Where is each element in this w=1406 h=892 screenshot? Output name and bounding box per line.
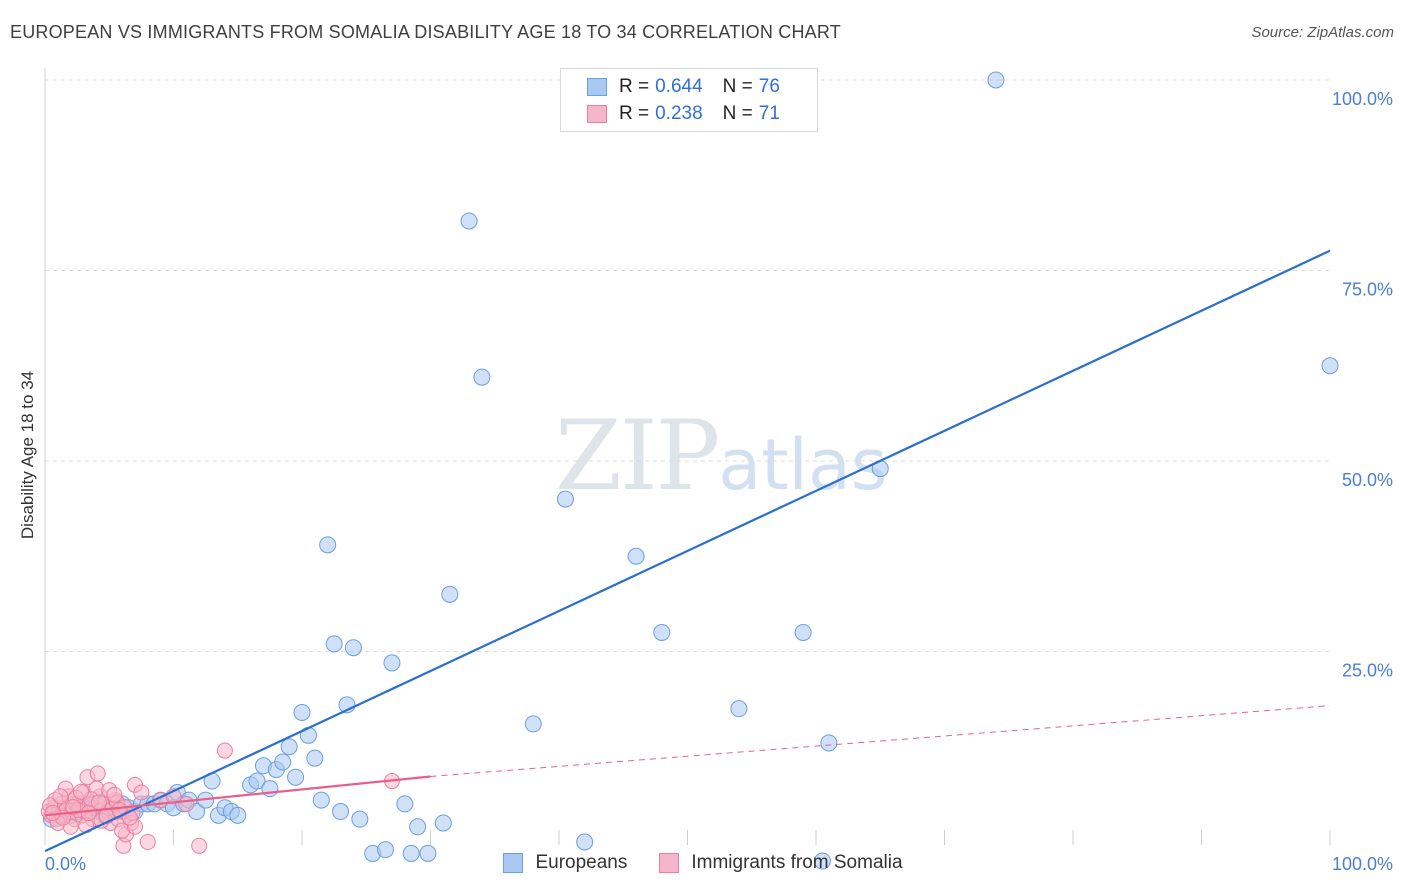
europeans-point: [820, 734, 838, 752]
somalia-point: [133, 784, 150, 801]
watermark-zip: ZIP: [555, 400, 720, 512]
somalia-trend-line-solid: [44, 775, 431, 817]
y-tick-label: 25.0%: [1342, 661, 1393, 681]
europeans-point: [813, 852, 831, 870]
europeans-point: [377, 841, 395, 859]
europeans-point: [274, 753, 292, 771]
grid-lines: [44, 68, 1331, 845]
legend-swatch-pink: [587, 105, 607, 123]
bottom-legend-somalia: Immigrants from Somalia: [659, 852, 903, 874]
europeans-point: [409, 818, 427, 836]
legend-r-value: 0.238: [655, 103, 703, 124]
europeans-point: [396, 795, 414, 813]
europeans-point: [627, 547, 645, 565]
x-tick-label: 100.0%: [1332, 854, 1393, 874]
europeans-point: [576, 833, 594, 851]
watermark: ZIPatlas: [555, 400, 887, 512]
europeans-point: [1321, 357, 1339, 375]
europeans-point: [351, 810, 369, 828]
europeans-point: [524, 715, 542, 733]
somalia-point: [72, 783, 89, 800]
bottom-legend: Europeans Immigrants from Somalia: [0, 852, 1406, 874]
chart-title: EUROPEAN VS IMMIGRANTS FROM SOMALIA DISA…: [10, 22, 841, 42]
legend-box: R = 0.644 N = 76 R = 0.238 N = 71: [560, 68, 818, 132]
bottom-legend-swatch-pink: [659, 853, 680, 873]
somalia-point: [191, 837, 208, 854]
somalia-point: [65, 798, 82, 815]
x-tick-label: 0.0%: [45, 854, 86, 874]
europeans-point: [556, 490, 574, 508]
somalia-point: [139, 834, 156, 850]
somalia-point: [89, 765, 106, 782]
legend-swatch-blue: [587, 78, 607, 96]
europeans-point: [419, 844, 437, 862]
europeans-point: [293, 703, 311, 721]
y-tick-label: 75.0%: [1342, 280, 1393, 300]
europeans-point: [441, 585, 459, 603]
legend-r-label: R =: [619, 76, 650, 97]
somalia-point: [80, 805, 97, 822]
trend-lines: [44, 249, 1331, 853]
legend-row-europeans: R = 0.644 N = 76: [587, 75, 780, 99]
y-tick-label: 50.0%: [1342, 470, 1393, 490]
watermark-atlas: atlas: [718, 424, 888, 506]
somalia-trend-line-dashed: [430, 705, 1331, 777]
europeans-point: [344, 639, 362, 657]
legend-r-value: 0.644: [655, 76, 703, 97]
europeans-points: [42, 71, 1339, 870]
europeans-point: [730, 700, 748, 718]
europeans-point: [434, 814, 452, 832]
legend-n-value: 76: [758, 76, 780, 97]
europeans-point: [460, 212, 478, 230]
europeans-point: [653, 623, 671, 641]
bottom-legend-swatch-blue: [503, 853, 524, 873]
europeans-point: [280, 738, 298, 756]
bottom-legend-label: Immigrants from Somalia: [691, 852, 903, 873]
europeans-point: [325, 635, 343, 653]
legend-n-value: 71: [758, 103, 780, 124]
legend-n-label: N =: [722, 76, 753, 97]
somalia-point: [52, 788, 69, 805]
somalia-point: [178, 795, 195, 812]
x-tick-labels: 0.0% 100.0%: [45, 854, 1393, 874]
somalia-point: [216, 742, 233, 759]
europeans-point: [229, 806, 247, 824]
y-tick-label: 100.0%: [1332, 89, 1393, 109]
bottom-legend-label: Europeans: [535, 852, 628, 873]
europeans-trend-line: [44, 249, 1331, 853]
europeans-point: [332, 803, 350, 821]
europeans-point: [248, 772, 266, 790]
source-label: Source: ZipAtlas.com: [1251, 24, 1394, 41]
europeans-point: [402, 844, 420, 862]
legend-r-label: R =: [619, 103, 650, 124]
bottom-legend-europeans: Europeans: [503, 852, 627, 874]
y-tick-labels: 100.0% 75.0% 50.0% 25.0%: [1332, 89, 1393, 681]
europeans-point: [794, 623, 812, 641]
europeans-point: [383, 654, 401, 672]
legend-n-label: N =: [722, 103, 753, 124]
europeans-point: [319, 536, 337, 554]
europeans-point: [287, 768, 305, 786]
somalia-point: [90, 794, 107, 811]
europeans-point: [473, 368, 491, 386]
legend-row-somalia: R = 0.238 N = 71: [587, 102, 780, 126]
europeans-point: [312, 791, 330, 809]
somalia-point: [106, 786, 123, 803]
europeans-point: [306, 749, 324, 767]
europeans-point: [987, 71, 1005, 89]
